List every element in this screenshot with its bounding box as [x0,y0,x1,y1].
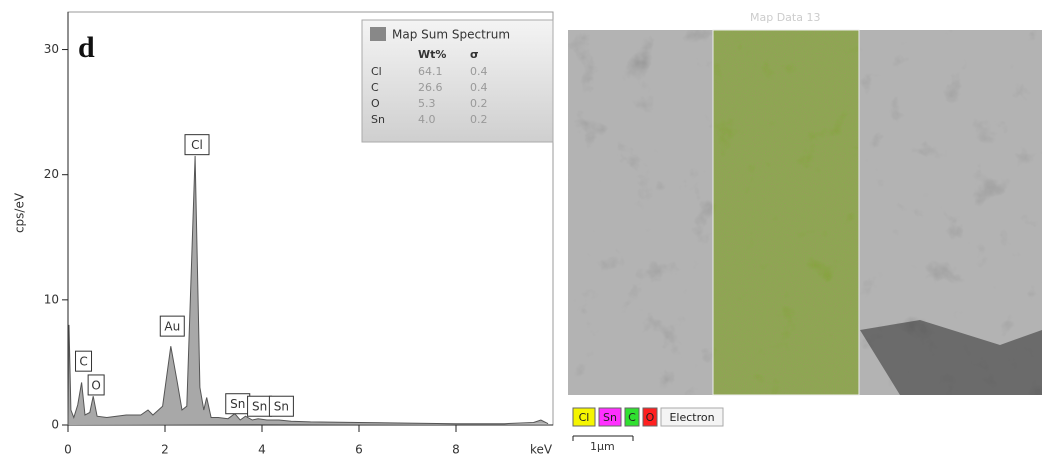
table-cell: Cl [371,65,382,78]
table-cell: 0.4 [470,81,488,94]
spectrum [67,155,549,426]
y-tick-label: 10 [44,292,59,306]
peak-label-box [87,374,105,396]
table-cell: 26.6 [418,81,443,94]
legend-label: C [628,411,636,424]
legend-swatch [572,407,596,427]
scale-label: 1μm [590,440,615,453]
table-cell: 0.2 [470,97,488,110]
table-cell: C [371,81,379,94]
sem-crack [860,320,1042,395]
x-tick-label: 0 [64,443,72,454]
peak-label: Sn [274,400,289,414]
map-border [712,29,860,396]
peak-label: Au [164,320,180,334]
peak-label-box [75,350,93,372]
map-grain [713,30,859,395]
peak-label: Cl [191,138,203,152]
x-tick-label: 6 [355,443,363,454]
legend-swatch [624,407,640,427]
x-tick-label: 8 [452,443,460,454]
peak-label: Sn [230,397,245,411]
legend-electron: Electron [669,411,714,424]
y-tick-label: 0 [51,418,59,432]
y-axis-label: cps/eV [13,192,27,233]
peak-label: O [91,378,100,392]
peak-label: Sn [252,400,267,414]
peak-label-box [268,395,294,417]
panel-label: d [78,31,95,64]
legend-swatch [642,407,658,427]
legend-label: O [646,411,655,424]
peak-label-box [184,134,210,156]
table-cell: 0.4 [470,65,488,78]
table-cell: 4.0 [418,113,436,126]
table-cell: 64.1 [418,65,443,78]
legend-swatch [598,407,622,427]
peak-label-box [159,315,185,337]
table-header: Wt% [418,48,446,61]
table-cell: O [371,97,380,110]
x-axis-label: keV [530,443,553,454]
x-tick-label: 4 [258,443,266,454]
map-image: Map Data 13 1μm Cl Sn C O Electron [568,11,1042,453]
table-title: Map Sum Spectrum [392,28,510,42]
table-cell: 5.3 [418,97,436,110]
table-cell: 0.2 [470,113,488,126]
x-tick-label: 2 [161,443,169,454]
table-header: σ [470,48,479,61]
legend-electron-box [660,407,724,427]
y-tick-label: 20 [44,167,59,181]
legend-label: Cl [579,411,590,424]
peak-label: C [79,355,87,369]
table-box [361,19,554,143]
y-tick-label: 30 [44,42,59,56]
table-cell: Sn [371,113,385,126]
table-swatch [370,27,386,41]
map-title: Map Data 13 [750,11,820,24]
legend-label: Sn [603,411,617,424]
